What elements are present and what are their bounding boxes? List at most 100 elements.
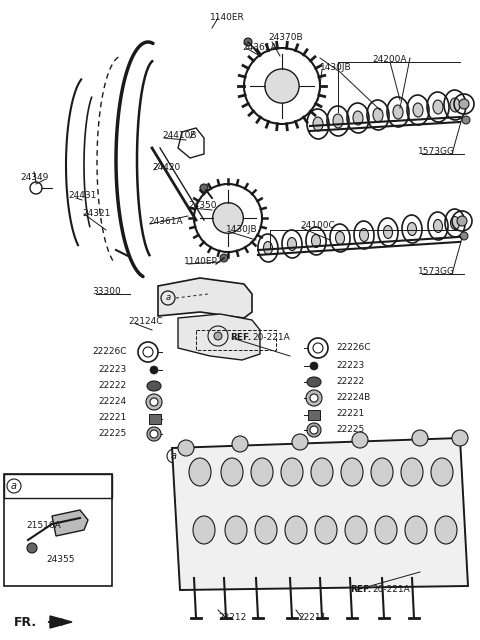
Ellipse shape (353, 111, 363, 125)
Text: 1140ER: 1140ER (210, 13, 245, 22)
Text: 22212: 22212 (218, 614, 246, 623)
Circle shape (213, 203, 243, 234)
Text: 24410B: 24410B (162, 131, 196, 141)
Circle shape (460, 232, 468, 240)
Text: a: a (166, 294, 170, 303)
Text: REF.: REF. (230, 333, 251, 342)
Ellipse shape (288, 237, 297, 250)
Ellipse shape (285, 516, 307, 544)
Ellipse shape (193, 516, 215, 544)
Ellipse shape (341, 458, 363, 486)
Ellipse shape (435, 516, 457, 544)
Ellipse shape (313, 117, 323, 131)
Text: 22224B: 22224B (336, 394, 370, 403)
Text: 22225: 22225 (336, 426, 364, 435)
Ellipse shape (384, 225, 393, 239)
Ellipse shape (315, 516, 337, 544)
Circle shape (214, 332, 222, 340)
Ellipse shape (405, 516, 427, 544)
Circle shape (232, 436, 248, 452)
Polygon shape (52, 510, 88, 536)
Text: a: a (11, 481, 17, 491)
Text: 22224: 22224 (98, 397, 126, 406)
Bar (196, 330, 276, 350)
Ellipse shape (255, 516, 277, 544)
Ellipse shape (189, 458, 211, 486)
Text: 21516A: 21516A (26, 522, 61, 531)
Text: 24355: 24355 (46, 556, 74, 564)
Text: a: a (171, 451, 177, 461)
Text: 33300: 33300 (92, 287, 121, 296)
Circle shape (220, 254, 228, 262)
Text: 1573GG: 1573GG (418, 147, 455, 157)
Text: 22222: 22222 (98, 381, 126, 390)
Bar (4, 474, 112, 586)
Circle shape (412, 430, 428, 446)
Circle shape (150, 366, 158, 374)
Ellipse shape (345, 516, 367, 544)
Text: 24361A: 24361A (148, 218, 182, 227)
Text: 24350: 24350 (188, 202, 216, 211)
Text: 20-221A: 20-221A (252, 333, 290, 342)
Ellipse shape (264, 241, 273, 255)
Ellipse shape (147, 381, 161, 391)
Circle shape (459, 99, 469, 109)
Circle shape (200, 184, 208, 192)
Circle shape (352, 432, 368, 448)
Polygon shape (172, 438, 468, 590)
Circle shape (310, 362, 318, 370)
Ellipse shape (360, 228, 369, 241)
Bar (149, 414, 161, 424)
Ellipse shape (401, 458, 423, 486)
Text: 24370B: 24370B (268, 33, 302, 42)
Text: 22223: 22223 (336, 362, 364, 371)
Circle shape (457, 216, 467, 226)
Text: 24100C: 24100C (300, 221, 335, 230)
Circle shape (27, 543, 37, 553)
Text: 22225: 22225 (98, 429, 126, 438)
Text: 1430JB: 1430JB (226, 225, 258, 234)
Ellipse shape (433, 100, 443, 114)
Ellipse shape (307, 377, 321, 387)
Polygon shape (50, 616, 72, 628)
Text: 22223: 22223 (98, 365, 126, 374)
Ellipse shape (333, 114, 343, 128)
Text: 24431: 24431 (68, 191, 96, 200)
Text: 24200A: 24200A (372, 56, 407, 65)
Text: 22226C: 22226C (92, 348, 127, 356)
Polygon shape (178, 314, 260, 360)
Ellipse shape (431, 458, 453, 486)
Text: 1573GG: 1573GG (418, 268, 455, 276)
Ellipse shape (451, 216, 459, 230)
Ellipse shape (433, 220, 443, 232)
Text: 22124C: 22124C (128, 317, 163, 326)
Ellipse shape (450, 98, 460, 112)
Circle shape (178, 440, 194, 456)
Ellipse shape (408, 223, 417, 236)
Ellipse shape (311, 458, 333, 486)
Text: 1430JB: 1430JB (320, 63, 352, 72)
Ellipse shape (281, 458, 303, 486)
Text: 22221: 22221 (98, 413, 126, 422)
Text: 22211: 22211 (298, 614, 326, 623)
Text: 1140EP: 1140EP (184, 257, 218, 266)
Ellipse shape (375, 516, 397, 544)
Circle shape (462, 116, 470, 124)
Text: 22226C: 22226C (336, 344, 371, 353)
Text: REF.: REF. (350, 586, 371, 595)
Ellipse shape (413, 103, 423, 117)
Text: 20-221A: 20-221A (372, 586, 410, 595)
Circle shape (292, 434, 308, 450)
Text: 24349: 24349 (20, 173, 48, 182)
Polygon shape (158, 278, 252, 318)
Text: 22221: 22221 (336, 410, 364, 419)
Circle shape (452, 430, 468, 446)
Ellipse shape (312, 234, 321, 248)
Text: 24321: 24321 (82, 209, 110, 218)
Text: FR.: FR. (14, 616, 37, 628)
Bar (4, 474, 112, 498)
Ellipse shape (373, 108, 383, 122)
Text: 24361A: 24361A (242, 44, 276, 52)
Ellipse shape (221, 458, 243, 486)
Ellipse shape (371, 458, 393, 486)
